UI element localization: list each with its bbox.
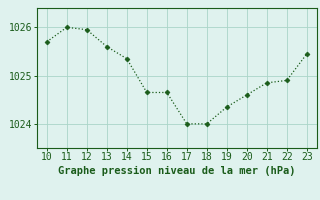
X-axis label: Graphe pression niveau de la mer (hPa): Graphe pression niveau de la mer (hPa) bbox=[58, 166, 296, 176]
